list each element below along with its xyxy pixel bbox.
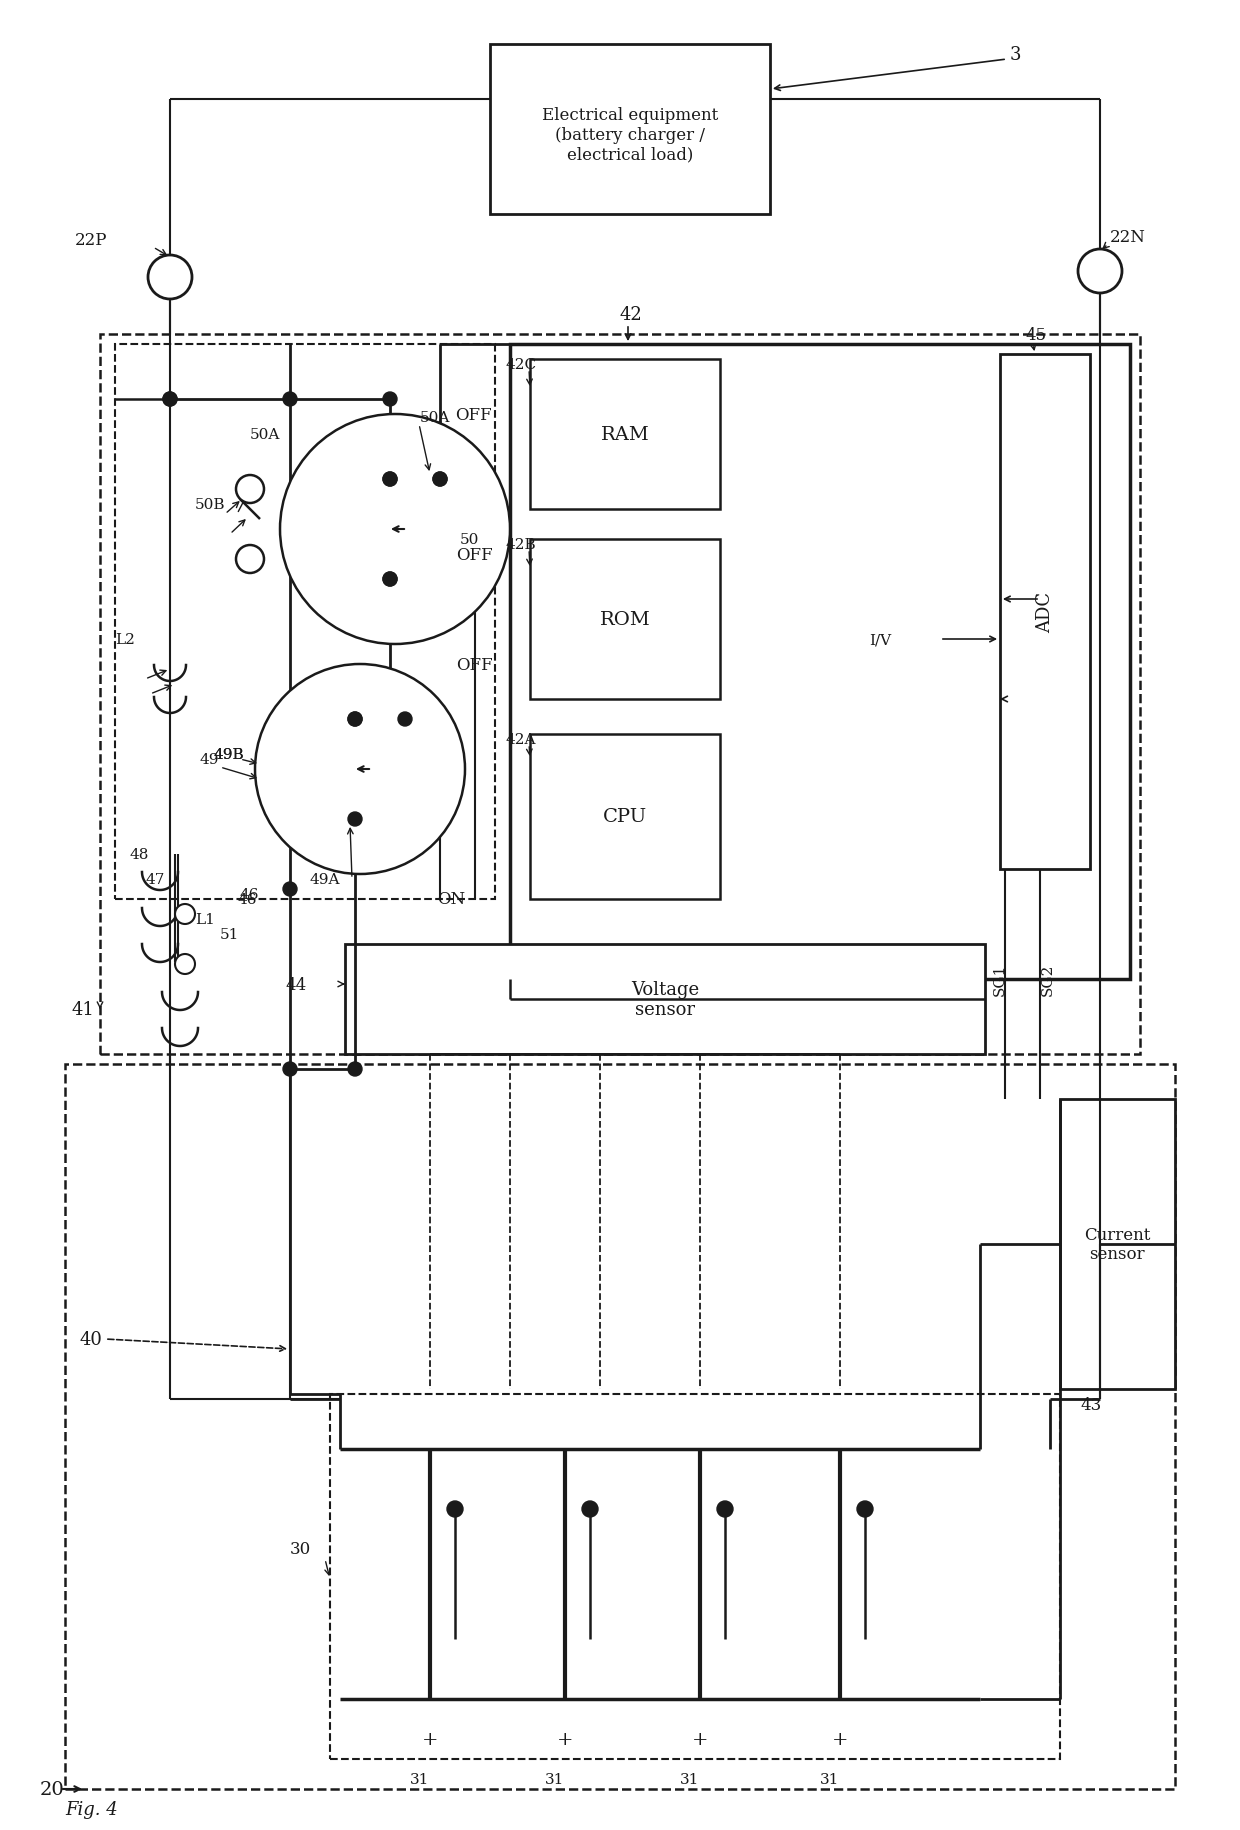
Text: 3: 3: [1011, 46, 1022, 64]
Text: Voltage
sensor: Voltage sensor: [631, 981, 699, 1019]
Text: (battery charger /: (battery charger /: [556, 126, 706, 143]
Text: 45: 45: [1025, 326, 1047, 344]
Circle shape: [582, 1501, 598, 1517]
Text: 46: 46: [241, 888, 259, 902]
Bar: [100, 335, 1140, 1054]
Bar: [115, 344, 495, 900]
Text: 31: 31: [410, 1771, 430, 1786]
Text: +: +: [557, 1729, 573, 1748]
Text: L1: L1: [195, 913, 215, 926]
Circle shape: [383, 472, 397, 487]
Text: 42B: 42B: [505, 538, 536, 551]
Circle shape: [857, 1501, 873, 1517]
Text: 46: 46: [237, 893, 257, 906]
Text: 50A: 50A: [250, 428, 280, 441]
Text: 22N: 22N: [1110, 229, 1146, 245]
Circle shape: [255, 664, 465, 875]
Circle shape: [162, 393, 177, 406]
Circle shape: [383, 472, 397, 487]
Text: +: +: [832, 1729, 848, 1748]
Circle shape: [383, 393, 397, 406]
Text: 31: 31: [821, 1771, 839, 1786]
Text: Current
sensor: Current sensor: [1084, 1226, 1151, 1263]
Text: I/V: I/V: [869, 633, 892, 646]
Circle shape: [162, 393, 177, 406]
Text: 50A: 50A: [420, 410, 450, 425]
Text: ON: ON: [436, 891, 465, 908]
Bar: [529, 361, 720, 511]
Bar: [529, 540, 720, 699]
Text: OFF: OFF: [456, 545, 492, 564]
Circle shape: [175, 904, 195, 924]
Text: 30: 30: [290, 1541, 311, 1557]
Text: 51: 51: [219, 928, 239, 941]
Text: OFF: OFF: [455, 406, 492, 423]
Text: 42: 42: [620, 306, 642, 324]
Circle shape: [148, 256, 192, 300]
Text: CPU: CPU: [603, 807, 647, 825]
Text: electrical load): electrical load): [567, 146, 693, 163]
Bar: [345, 944, 985, 1054]
Circle shape: [717, 1501, 733, 1517]
Circle shape: [283, 882, 298, 897]
Text: Electrical equipment: Electrical equipment: [542, 106, 718, 123]
Circle shape: [446, 1501, 463, 1517]
Bar: [330, 1394, 1060, 1759]
Circle shape: [283, 1063, 298, 1076]
Text: 49B: 49B: [213, 748, 243, 761]
Text: ADC: ADC: [1035, 591, 1054, 631]
Circle shape: [236, 545, 264, 573]
Text: SG2: SG2: [1042, 963, 1055, 996]
Text: 44: 44: [285, 975, 306, 994]
Text: 49: 49: [200, 752, 219, 767]
Circle shape: [383, 573, 397, 587]
Bar: [1060, 1100, 1176, 1389]
Text: 49B: 49B: [213, 748, 243, 761]
Bar: [490, 46, 770, 214]
Text: 48: 48: [130, 847, 149, 862]
Text: 50: 50: [460, 533, 480, 547]
Circle shape: [383, 573, 397, 587]
Text: Fig. 4: Fig. 4: [64, 1801, 118, 1817]
Bar: [64, 1065, 1176, 1790]
Text: 42A: 42A: [505, 732, 536, 747]
Circle shape: [348, 712, 362, 727]
Circle shape: [433, 472, 446, 487]
Bar: [510, 344, 1130, 979]
Text: 20: 20: [40, 1781, 64, 1799]
Text: L2: L2: [115, 633, 135, 646]
Text: 42C: 42C: [505, 359, 536, 371]
Circle shape: [280, 415, 510, 644]
Text: ROM: ROM: [600, 611, 650, 630]
Text: SG1: SG1: [993, 963, 1007, 996]
Bar: [999, 355, 1090, 869]
Circle shape: [175, 955, 195, 974]
Circle shape: [236, 476, 264, 503]
Circle shape: [1078, 251, 1122, 295]
Text: 47: 47: [145, 873, 165, 886]
Circle shape: [398, 712, 412, 727]
Text: 43: 43: [1080, 1396, 1101, 1413]
Text: 22P: 22P: [74, 231, 108, 249]
Text: 31: 31: [546, 1771, 564, 1786]
Text: RAM: RAM: [600, 426, 650, 443]
Text: OFF: OFF: [456, 657, 492, 673]
Text: +: +: [422, 1729, 438, 1748]
Circle shape: [348, 712, 362, 727]
Bar: [529, 734, 720, 900]
Text: 31: 31: [681, 1771, 699, 1786]
Circle shape: [348, 813, 362, 827]
Text: 41: 41: [72, 1001, 95, 1019]
Circle shape: [348, 1063, 362, 1076]
Text: +: +: [692, 1729, 708, 1748]
Text: 40: 40: [81, 1330, 103, 1349]
Circle shape: [283, 393, 298, 406]
Circle shape: [433, 472, 446, 487]
Text: 49A: 49A: [310, 873, 341, 886]
Text: 50B: 50B: [195, 498, 226, 512]
